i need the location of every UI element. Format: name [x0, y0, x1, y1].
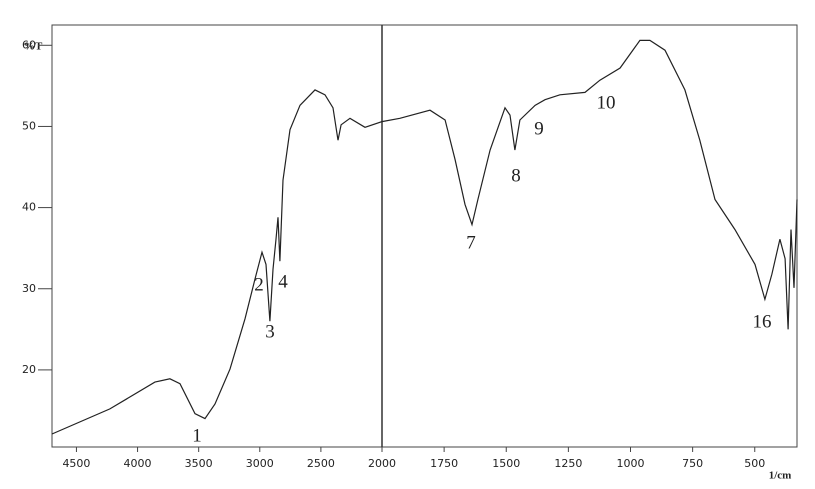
peak-label: 1 — [192, 425, 202, 446]
x-tick-label: 2500 — [307, 457, 335, 470]
peak-label: 10 — [597, 92, 616, 113]
peak-label: 7 — [466, 232, 476, 253]
x-tick-label: 750 — [682, 457, 703, 470]
peak-label: 9 — [534, 118, 544, 139]
peak-label: 8 — [511, 165, 521, 186]
y-tick-label: 40 — [22, 201, 36, 214]
spectrum-line — [51, 39, 798, 435]
x-tick-label: 4000 — [124, 457, 152, 470]
y-tick-label: 20 — [22, 363, 36, 376]
y-axis-label: %T — [24, 41, 43, 53]
x-tick-label: 500 — [744, 457, 765, 470]
y-tick-label: 50 — [22, 119, 36, 132]
x-tick-label: 1250 — [554, 457, 582, 470]
y-tick-label: 30 — [22, 282, 36, 295]
peak-label: 2 — [254, 274, 264, 295]
plot-frame — [51, 24, 798, 448]
x-tick-label: 2000 — [368, 457, 396, 470]
x-tick-label: 4500 — [62, 457, 90, 470]
x-tick-label: 3500 — [185, 457, 213, 470]
x-axis-label: 1/cm — [769, 470, 792, 482]
x-tick-label: 1500 — [492, 457, 520, 470]
peak-label: 4 — [278, 271, 288, 292]
x-tick-label: 1750 — [430, 457, 458, 470]
x-tick-label: 3000 — [246, 457, 274, 470]
x-tick-label: 1000 — [617, 457, 645, 470]
peak-label: 16 — [753, 311, 772, 332]
y-tick-label: 60 — [22, 38, 36, 51]
peak-label: 3 — [265, 321, 275, 342]
